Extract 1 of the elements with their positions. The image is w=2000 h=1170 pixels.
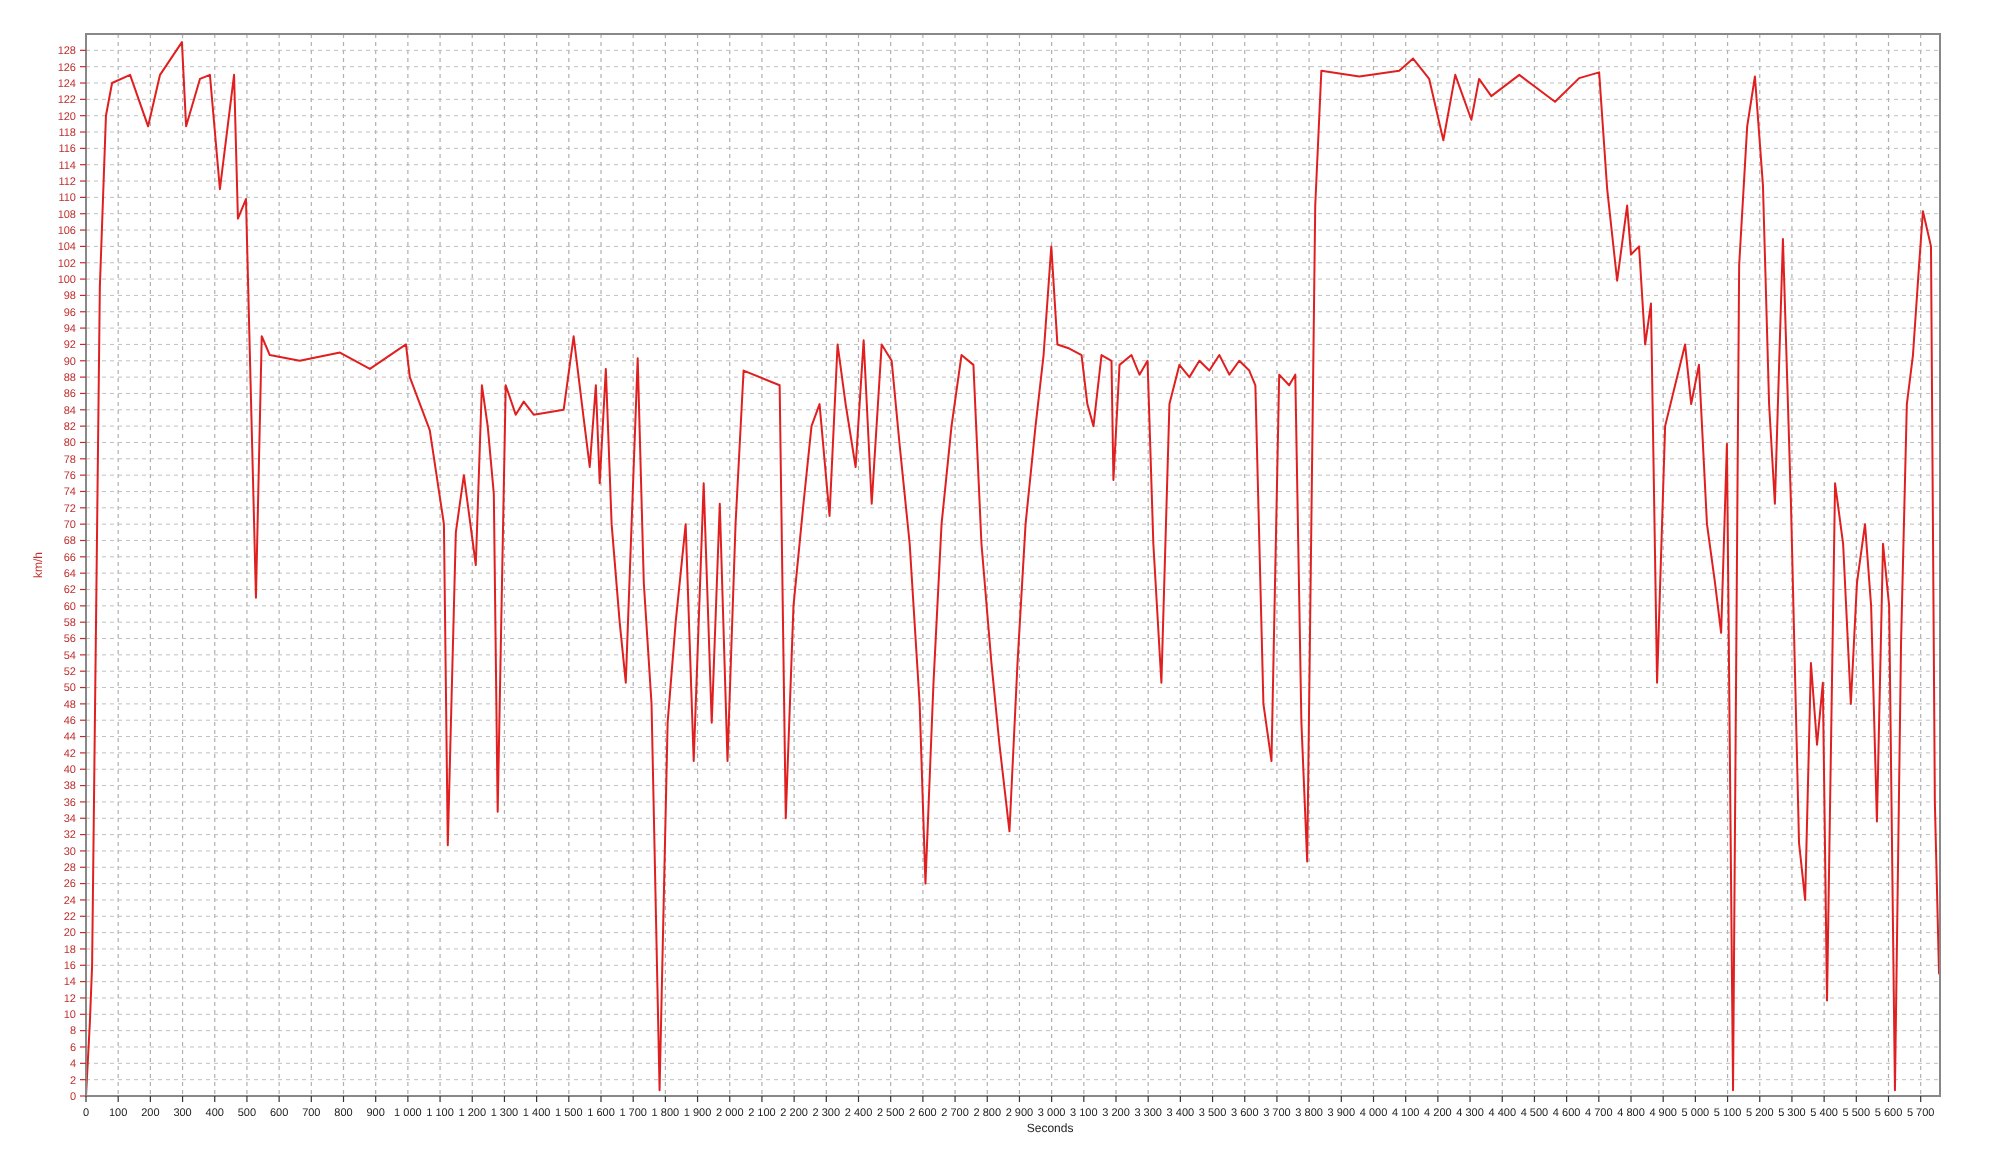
line-series — [86, 41, 1940, 1097]
